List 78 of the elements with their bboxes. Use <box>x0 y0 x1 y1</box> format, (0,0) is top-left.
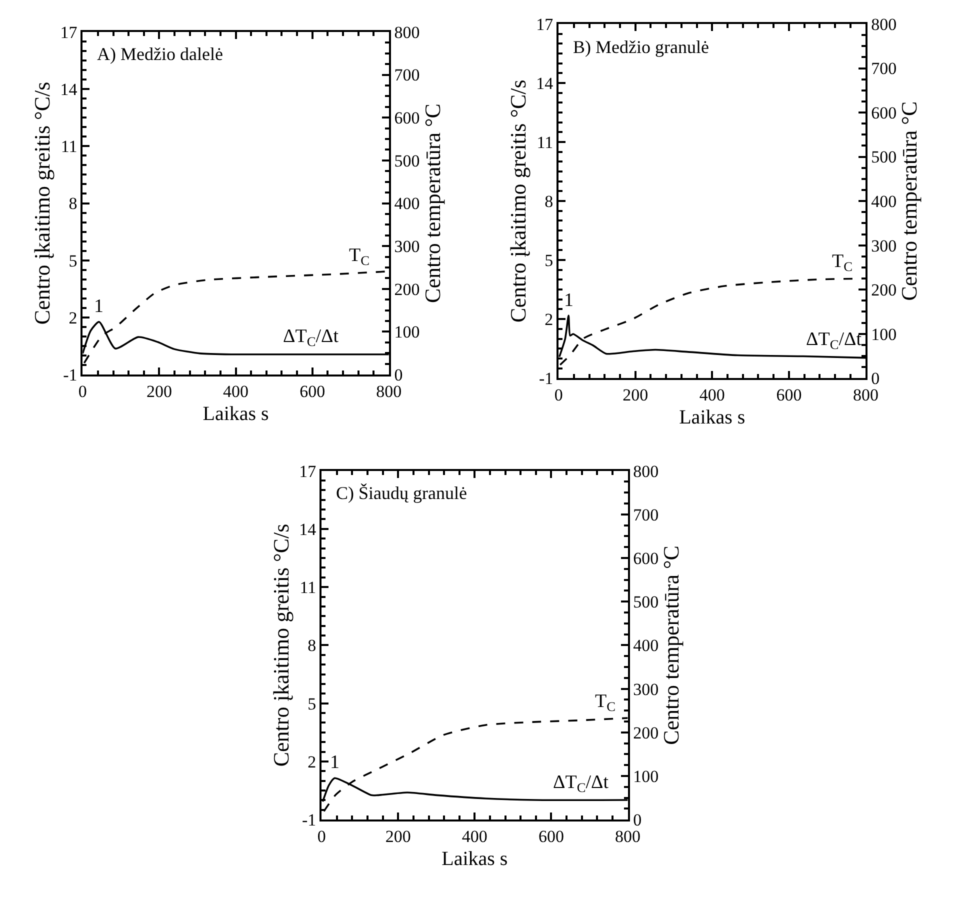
y2-tick-label: 300 <box>871 236 897 256</box>
y-tick-label: 14 <box>536 74 554 93</box>
y-tick-label: 5 <box>68 251 78 270</box>
x-tick-label: 400 <box>223 382 249 401</box>
y-tick-label: 14 <box>60 80 78 100</box>
y-tick-label: 17 <box>299 462 317 481</box>
y-tick-label: 2 <box>544 310 554 330</box>
x-axis-title: Laikas s <box>202 402 270 425</box>
x-tick-label: 0 <box>317 826 326 846</box>
y-tick-label: 5 <box>544 251 554 270</box>
x-tick-label: 200 <box>622 385 648 404</box>
y2-tick-label: 400 <box>394 194 420 214</box>
x-axis-title: Laikas s <box>679 406 746 428</box>
y2-tick-label: 100 <box>633 766 659 786</box>
y2-tick-label: 200 <box>871 280 897 300</box>
y2-tick-label: 200 <box>394 280 420 299</box>
x-tick-label: 600 <box>538 826 564 846</box>
y2-tick-label: 500 <box>871 148 897 167</box>
y2-tick-label: 600 <box>633 548 659 568</box>
y-tick-label: 8 <box>544 192 554 211</box>
y-tick-label: 11 <box>536 132 554 152</box>
y-tick-label: 11 <box>300 578 316 598</box>
y2-tick-label: 100 <box>871 324 897 344</box>
y-tick-label: 17 <box>60 22 78 42</box>
y2-axis-title: Centro temperatūra °C <box>420 104 445 303</box>
y2-tick-label: 800 <box>633 462 659 481</box>
y2-tick-label: 400 <box>633 636 659 656</box>
x-tick-label: 200 <box>146 382 172 401</box>
y-tick-label: 2 <box>68 308 78 328</box>
y-tick-label: 8 <box>308 636 316 656</box>
x-tick-label: 200 <box>385 826 411 846</box>
y2-axis-title: Centro temperatūra °C <box>896 101 922 301</box>
y-tick-label: 17 <box>536 14 554 34</box>
annotation: 1 <box>564 290 574 311</box>
y2-tick-label: 800 <box>394 22 420 42</box>
y-axis-title: Centro įkaitimo greitis °C/s <box>268 524 294 767</box>
y2-tick-label: 700 <box>871 59 897 78</box>
y-tick-label: 14 <box>299 520 317 539</box>
text: B) Medžio granulė <box>573 37 709 57</box>
annotation: ΔT$_{C}$/Δt <box>283 326 340 349</box>
annotation: 1 <box>330 752 340 773</box>
y2-tick-label: 700 <box>633 505 659 524</box>
y2-tick-label: 300 <box>394 237 420 256</box>
y-tick-label: -1 <box>302 810 316 830</box>
y-tick-label: -1 <box>63 366 78 385</box>
x-axis-title: Laikas s <box>442 848 508 870</box>
y2-tick-label: 300 <box>633 680 659 699</box>
y-tick-label: 11 <box>60 137 78 156</box>
y2-axis-title: Centro temperatūra °C <box>658 546 684 745</box>
annotation: 1 <box>94 296 104 317</box>
y2-tick-label: 400 <box>871 192 897 211</box>
y2-tick-label: 800 <box>871 14 897 34</box>
text: A) Medžio dalelė <box>97 44 223 64</box>
y2-tick-label: 100 <box>394 322 420 342</box>
annotation: T$_{C}$ <box>595 691 616 714</box>
annotation: ΔT$_{C}$/Δt <box>806 329 862 352</box>
annotation: T$_{C}$ <box>349 245 370 268</box>
y2-tick-label: 600 <box>871 103 897 122</box>
x-tick-label: 600 <box>300 382 326 401</box>
y-tick-label: -1 <box>539 369 554 388</box>
y-tick-label: 5 <box>308 694 316 714</box>
y-axis-title: Centro įkaitimo greitis °C/s <box>505 80 530 322</box>
y-tick-label: 2 <box>308 752 316 772</box>
text: C) Šiaudų granulė <box>336 483 467 503</box>
y2-tick-label: 500 <box>394 151 420 170</box>
y2-tick-label: 600 <box>394 108 420 128</box>
y2-tick-label: 700 <box>394 66 420 85</box>
x-tick-label: 0 <box>554 385 563 404</box>
x-tick-label: 0 <box>78 382 87 401</box>
y-axis-title: Centro įkaitimo greitis °C/s <box>30 82 55 325</box>
x-tick-label: 600 <box>776 385 802 404</box>
annotation: ΔT$_{C}$/Δt <box>553 772 610 795</box>
x-tick-label: 400 <box>699 385 725 404</box>
x-tick-label: 400 <box>462 826 488 846</box>
annotation: T$_{C}$ <box>832 251 853 274</box>
y-tick-label: 8 <box>68 194 78 214</box>
y2-tick-label: 200 <box>633 723 659 742</box>
y2-tick-label: 500 <box>633 592 659 612</box>
